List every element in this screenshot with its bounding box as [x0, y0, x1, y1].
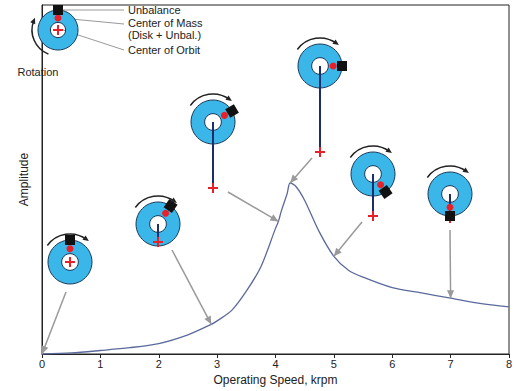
svg-text:Center of Mass: Center of Mass — [128, 17, 203, 29]
svg-text:Unbalance: Unbalance — [128, 4, 181, 16]
svg-text:0: 0 — [39, 358, 45, 370]
svg-text:4: 4 — [272, 358, 278, 370]
svg-text:(Disk + Unbal.): (Disk + Unbal.) — [128, 29, 201, 41]
svg-text:7: 7 — [448, 358, 454, 370]
svg-text:Center of Orbit: Center of Orbit — [128, 44, 200, 56]
svg-text:5: 5 — [331, 358, 337, 370]
svg-text:8: 8 — [506, 358, 512, 370]
svg-text:Amplitude: Amplitude — [17, 153, 31, 207]
svg-text:1: 1 — [97, 358, 103, 370]
svg-text:6: 6 — [389, 358, 395, 370]
svg-text:Operating Speed, krpm: Operating Speed, krpm — [213, 373, 337, 387]
svg-text:3: 3 — [214, 358, 220, 370]
svg-text:Rotation: Rotation — [18, 66, 59, 78]
svg-text:2: 2 — [156, 358, 162, 370]
